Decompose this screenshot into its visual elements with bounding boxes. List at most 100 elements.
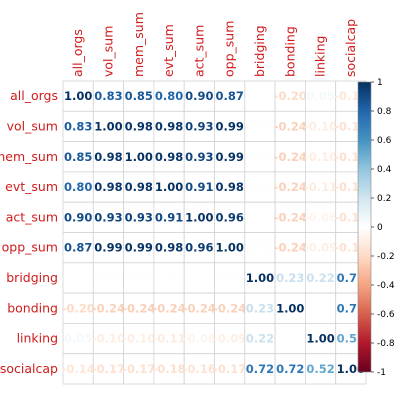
legend-tick-label: -0.8	[377, 339, 395, 349]
cell-value-bonding-opp_sum: -0.24	[213, 301, 246, 315]
cell-socialcap-all_orgs	[62, 353, 94, 385]
cell-value-bridging-mem_sum: 0.01	[125, 271, 153, 285]
cell-value-bonding-vol_sum: -0.24	[92, 301, 125, 315]
cell-value-bridging-evt_sum: 0.01	[155, 271, 183, 285]
cell-value-mem_sum-linking: -0.10	[304, 150, 337, 164]
cell-value-socialcap-bonding: 0.72	[276, 362, 304, 376]
column-label-bonding: bonding	[282, 26, 297, 77]
legend-color-bar	[357, 81, 372, 373]
legend-tick-label: 1	[377, 78, 383, 88]
row-label-evt_sum: evt_sum	[5, 179, 58, 194]
cell-value-mem_sum-opp_sum: 0.99	[215, 150, 243, 164]
cell-value-all_orgs-bridging: 0.00	[246, 89, 274, 103]
cell-bonding-bridging	[244, 292, 276, 324]
cell-value-socialcap-linking: 0.52	[306, 362, 334, 376]
cell-socialcap-vol_sum	[92, 353, 125, 385]
column-label-mem_sum: mem_sum	[131, 12, 146, 77]
cell-value-linking-act_sum: -0.06	[183, 332, 216, 346]
row-label-all_orgs: all_orgs	[10, 88, 58, 103]
row-label-opp_sum: opp_sum	[2, 240, 58, 255]
cell-linking-vol_sum	[92, 322, 125, 355]
cell-value-linking-vol_sum: -0.10	[92, 332, 125, 346]
cell-value-opp_sum-bonding: -0.24	[274, 241, 307, 255]
cell-value-vol_sum-opp_sum: 0.99	[215, 119, 243, 133]
cell-value-evt_sum-evt_sum: 1.00	[155, 180, 183, 194]
cell-value-socialcap-vol_sum: -0.17	[92, 362, 125, 376]
cell-opp_sum-bonding	[274, 232, 306, 264]
cell-value-bonding-mem_sum: -0.24	[122, 301, 155, 315]
cell-socialcap-evt_sum	[153, 353, 185, 385]
cell-value-mem_sum-all_orgs: 0.85	[64, 150, 92, 164]
cell-socialcap-bonding	[274, 353, 306, 385]
cell-socialcap-linking	[304, 353, 337, 385]
cell-value-evt_sum-all_orgs: 0.80	[64, 180, 92, 194]
cell-value-opp_sum-mem_sum: 0.99	[125, 241, 153, 255]
cell-vol_sum-linking	[304, 110, 337, 143]
cell-value-linking-opp_sum: -0.09	[213, 332, 246, 346]
cell-linking-bonding	[274, 322, 306, 355]
cell-opp_sum-act_sum	[183, 232, 215, 264]
cell-bonding-evt_sum	[153, 292, 185, 324]
cell-value-linking-linking: 1.00	[306, 332, 334, 346]
cell-value-opp_sum-opp_sum: 1.00	[215, 241, 243, 255]
cell-value-bridging-vol_sum: 0.01	[94, 271, 122, 285]
cell-value-vol_sum-mem_sum: 0.98	[125, 119, 153, 133]
cell-evt_sum-vol_sum	[92, 171, 125, 203]
cell-value-all_orgs-linking: 0.05	[306, 89, 334, 103]
cell-linking-opp_sum	[214, 322, 246, 355]
cell-value-vol_sum-act_sum: 0.93	[185, 119, 213, 133]
cell-mem_sum-linking	[304, 141, 337, 173]
cell-socialcap-opp_sum	[214, 353, 246, 385]
cell-all_orgs-vol_sum	[92, 80, 125, 112]
cell-socialcap-mem_sum	[123, 353, 155, 385]
cell-evt_sum-bonding	[274, 171, 306, 203]
cell-value-vol_sum-vol_sum: 1.00	[94, 119, 122, 133]
cell-value-socialcap-mem_sum: -0.17	[122, 362, 155, 376]
row-label-bonding: bonding	[7, 300, 58, 315]
column-label-linking: linking	[313, 36, 328, 77]
cell-value-opp_sum-evt_sum: 0.98	[155, 241, 183, 255]
column-label-vol_sum: vol_sum	[100, 26, 115, 77]
cell-value-linking-bridging: 0.22	[246, 332, 274, 346]
legend-tick-label: 0.2	[377, 194, 391, 204]
cell-evt_sum-linking	[304, 171, 337, 203]
cell-opp_sum-bridging	[244, 232, 276, 264]
legend-tick-label: -0.6	[377, 310, 395, 320]
cell-value-evt_sum-opp_sum: 0.98	[215, 180, 243, 194]
cell-value-evt_sum-mem_sum: 0.98	[125, 180, 153, 194]
cell-opp_sum-linking	[304, 232, 337, 264]
cell-bridging-mem_sum	[123, 262, 155, 294]
cell-bridging-act_sum	[183, 262, 215, 294]
cell-linking-bridging	[244, 322, 276, 355]
column-label-socialcap: socialcap	[343, 19, 358, 77]
cell-bridging-linking	[304, 262, 337, 294]
cell-value-act_sum-act_sum: 1.00	[185, 210, 213, 224]
cell-bridging-opp_sum	[214, 262, 246, 294]
cell-socialcap-act_sum	[183, 353, 215, 385]
cell-opp_sum-evt_sum	[153, 232, 185, 264]
cell-value-act_sum-mem_sum: 0.93	[125, 210, 153, 224]
cell-bridging-bridging	[244, 262, 276, 294]
cell-value-socialcap-opp_sum: -0.17	[213, 362, 246, 376]
column-label-evt_sum: evt_sum	[161, 24, 176, 77]
cell-value-act_sum-opp_sum: 0.96	[215, 210, 243, 224]
cell-value-evt_sum-bridging: 0.01	[246, 180, 274, 194]
cell-value-linking-mem_sum: -0.10	[122, 332, 155, 346]
cell-value-all_orgs-mem_sum: 0.85	[125, 89, 153, 103]
cell-vol_sum-evt_sum	[153, 110, 185, 143]
cell-value-mem_sum-act_sum: 0.93	[185, 150, 213, 164]
cell-value-all_orgs-vol_sum: 0.83	[94, 89, 122, 103]
legend-tick-label: 0.8	[377, 107, 392, 117]
cell-evt_sum-act_sum	[183, 171, 215, 203]
cell-value-mem_sum-bonding: -0.24	[274, 150, 307, 164]
cell-mem_sum-mem_sum	[123, 141, 155, 173]
legend-tick-label: -1	[377, 368, 386, 378]
cell-value-linking-bonding: 0.00	[276, 332, 304, 346]
cell-value-opp_sum-all_orgs: 0.87	[64, 241, 92, 255]
cell-act_sum-opp_sum	[214, 201, 246, 233]
cell-value-bridging-bonding: 0.23	[276, 271, 304, 285]
cell-value-act_sum-bridging: 0.00	[246, 210, 274, 224]
cell-value-opp_sum-vol_sum: 0.99	[94, 241, 122, 255]
column-label-opp_sum: opp_sum	[222, 21, 237, 77]
cell-all_orgs-bonding	[274, 80, 306, 112]
